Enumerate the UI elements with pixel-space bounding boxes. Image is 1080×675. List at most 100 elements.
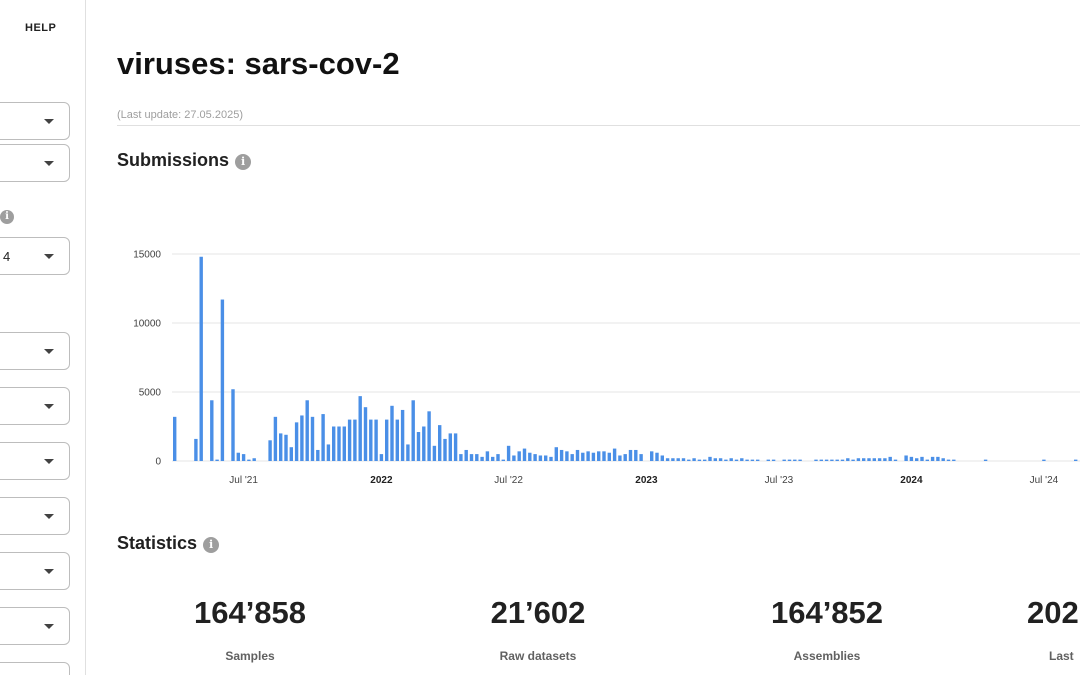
chart-bar[interactable] <box>692 458 696 461</box>
chart-bar[interactable] <box>862 458 866 461</box>
sidebar-select-5[interactable] <box>0 387 70 425</box>
chart-bar[interactable] <box>729 458 733 461</box>
chart-bar[interactable] <box>681 458 686 461</box>
chart-bar[interactable] <box>300 415 304 461</box>
chart-bar[interactable] <box>607 452 611 461</box>
sidebar-select-1[interactable] <box>0 102 70 140</box>
info-icon[interactable]: i <box>0 210 14 224</box>
chart-bar[interactable] <box>771 459 776 461</box>
chart-bar[interactable] <box>305 400 309 461</box>
chart-bar[interactable] <box>522 448 527 461</box>
chart-bar[interactable] <box>374 419 378 461</box>
chart-bar[interactable] <box>549 456 553 461</box>
chart-bar[interactable] <box>422 426 426 462</box>
chart-bar[interactable] <box>952 459 956 461</box>
chart-bar[interactable] <box>936 456 940 461</box>
chart-bar[interactable] <box>506 445 511 461</box>
chart-bar[interactable] <box>1074 459 1078 461</box>
chart-bar[interactable] <box>416 432 421 461</box>
chart-bar[interactable] <box>390 405 394 461</box>
chart-bar[interactable] <box>199 256 203 461</box>
chart-bar[interactable] <box>210 400 214 461</box>
chart-bar[interactable] <box>369 419 373 461</box>
chart-bar[interactable] <box>268 440 272 461</box>
help-link[interactable]: HELP <box>25 22 57 34</box>
chart-bar[interactable] <box>602 451 606 461</box>
chart-bar[interactable] <box>883 458 887 461</box>
chart-bar[interactable] <box>893 459 898 461</box>
chart-bar[interactable] <box>676 458 680 461</box>
chart-bar[interactable] <box>279 433 283 461</box>
chart-bar[interactable] <box>915 458 919 461</box>
chart-bar[interactable] <box>634 449 638 461</box>
chart-bar[interactable] <box>241 454 246 461</box>
info-icon[interactable]: i <box>235 154 252 170</box>
chart-bar[interactable] <box>570 454 574 461</box>
chart-bar[interactable] <box>385 419 389 461</box>
chart-bar[interactable] <box>697 459 702 461</box>
chart-bar[interactable] <box>856 458 861 461</box>
chart-bar[interactable] <box>332 426 336 462</box>
chart-bar[interactable] <box>734 459 739 461</box>
chart-bar[interactable] <box>946 459 951 461</box>
chart-bar[interactable] <box>687 459 691 461</box>
chart-bar[interactable] <box>575 449 580 461</box>
chart-bar[interactable] <box>347 419 352 461</box>
sidebar-select-7[interactable] <box>0 497 70 535</box>
chart-bar[interactable] <box>294 422 299 461</box>
chart-bar[interactable] <box>782 459 786 461</box>
chart-bar[interactable] <box>316 449 320 461</box>
chart-bar[interactable] <box>586 451 590 461</box>
chart-bar[interactable] <box>220 299 225 461</box>
chart-bar[interactable] <box>363 407 368 461</box>
chart-bar[interactable] <box>252 458 256 461</box>
sidebar-select-3[interactable]: 4 <box>0 237 70 275</box>
chart-bar[interactable] <box>665 458 670 461</box>
chart-bar[interactable] <box>623 454 627 461</box>
chart-bar[interactable] <box>888 456 892 461</box>
chart-bar[interactable] <box>475 454 479 461</box>
chart-bar[interactable] <box>612 448 617 461</box>
chart-bar[interactable] <box>904 455 908 461</box>
chart-bar[interactable] <box>920 456 924 461</box>
chart-bar[interactable] <box>925 459 929 461</box>
chart-bar[interactable] <box>618 455 622 461</box>
sidebar-select-10[interactable] <box>0 662 70 675</box>
chart-bar[interactable] <box>480 456 484 461</box>
chart-bar[interactable] <box>877 458 882 461</box>
chart-bar[interactable] <box>650 451 654 461</box>
chart-bar[interactable] <box>814 459 818 461</box>
chart-bar[interactable] <box>337 426 341 462</box>
chart-bar[interactable] <box>485 451 490 461</box>
chart-bar[interactable] <box>353 419 357 461</box>
chart-bar[interactable] <box>459 454 463 461</box>
chart-bar[interactable] <box>745 459 749 461</box>
chart-bar[interactable] <box>400 409 405 461</box>
chart-bar[interactable] <box>358 396 362 461</box>
chart-bar[interactable] <box>501 459 505 461</box>
chart-bar[interactable] <box>194 438 198 461</box>
chart-bar[interactable] <box>909 456 914 461</box>
chart-bar[interactable] <box>342 426 346 462</box>
chart-bar[interactable] <box>215 459 219 461</box>
chart-bar[interactable] <box>1042 459 1046 461</box>
chart-bar[interactable] <box>533 454 537 461</box>
chart-bar[interactable] <box>326 444 331 461</box>
chart-bar[interactable] <box>310 416 315 461</box>
chart-bar[interactable] <box>236 452 240 461</box>
chart-bar[interactable] <box>406 444 410 461</box>
chart-bar[interactable] <box>840 459 845 461</box>
chart-bar[interactable] <box>453 433 458 461</box>
chart-bar[interactable] <box>289 447 293 461</box>
chart-bar[interactable] <box>724 459 728 461</box>
chart-bar[interactable] <box>819 459 823 461</box>
chart-bar[interactable] <box>835 459 839 461</box>
chart-bar[interactable] <box>438 425 442 461</box>
chart-bar[interactable] <box>321 414 325 461</box>
chart-bar[interactable] <box>766 459 770 461</box>
chart-bar[interactable] <box>411 400 415 461</box>
chart-bar[interactable] <box>713 458 717 461</box>
sidebar-select-9[interactable] <box>0 607 70 645</box>
chart-bar[interactable] <box>559 449 564 461</box>
sidebar-select-4[interactable] <box>0 332 70 370</box>
